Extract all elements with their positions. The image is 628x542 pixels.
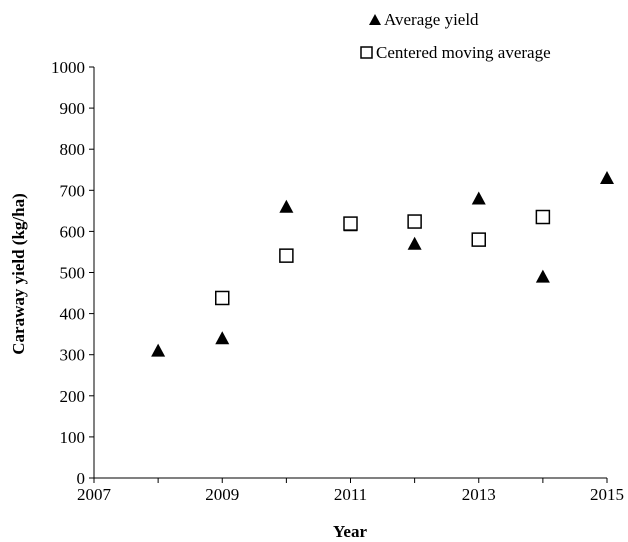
average-yield-point: [471, 191, 486, 205]
y-tick-label: 1000: [51, 58, 85, 77]
y-tick-label: 300: [60, 346, 86, 365]
y-tick-label: 100: [60, 428, 86, 447]
x-tick-label: 2015: [590, 485, 624, 504]
moving-average-point: [279, 248, 294, 263]
average-yield-point: [215, 331, 230, 345]
axes: [93, 67, 607, 479]
average-yield-point: [151, 343, 166, 357]
y-tick-label: 0: [77, 469, 86, 488]
y-tick-label: 500: [60, 264, 86, 283]
moving-average-point: [535, 209, 551, 225]
legend-square-marker: [360, 46, 373, 59]
legend-item-average-yield: Average yield: [369, 10, 479, 29]
legend-triangle-marker: [369, 14, 381, 25]
y-axis-title: Caraway yield (kg/ha): [9, 193, 28, 355]
y-tick-label: 600: [60, 222, 86, 241]
average-yield-point: [407, 236, 422, 250]
moving-average-point: [471, 232, 486, 247]
average-yield-point: [279, 199, 294, 213]
y-tick-label: 400: [60, 305, 86, 324]
average-yield-point: [600, 170, 614, 184]
y-tick-label: 700: [60, 181, 86, 200]
moving-average-point: [407, 214, 422, 229]
x-tick-label: 2009: [205, 485, 239, 504]
x-tick-label: 2013: [462, 485, 496, 504]
ticks: 0 100 200 300 400 500 600 700 800 900 1000 2007 2009…: [51, 58, 624, 504]
x-tick-label: 2011: [334, 485, 367, 504]
x-tick-label: 2007: [77, 485, 112, 504]
legend-item-centered-moving-average: Centered moving average: [360, 43, 551, 62]
average-yield-point: [535, 269, 550, 283]
legend-label-average-yield: Average yield: [384, 10, 479, 29]
x-axis-title: Year: [333, 522, 367, 541]
y-tick-label: 900: [60, 99, 86, 118]
legend: Average yield Centered moving average: [360, 10, 551, 62]
y-tick-label: 800: [60, 140, 86, 159]
legend-label-centered-moving-average: Centered moving average: [376, 43, 551, 62]
moving-average-point: [215, 290, 230, 306]
y-tick-label: 200: [60, 387, 86, 406]
moving-average-point: [343, 216, 358, 231]
data-marks: [151, 170, 614, 357]
